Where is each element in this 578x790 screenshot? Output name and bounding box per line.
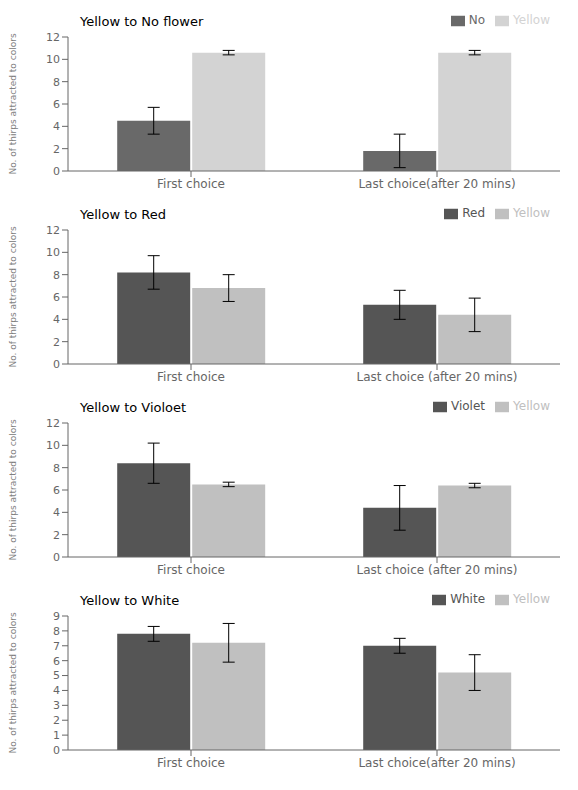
html-text:White: White — [450, 592, 485, 606]
html-text:Yellow to Red: Yellow to Red — [80, 207, 166, 222]
html-text:Yellow: Yellow — [513, 399, 550, 413]
svg-text:0: 0 — [53, 744, 60, 757]
svg-text:2: 2 — [53, 529, 60, 542]
svg-text:6: 6 — [53, 98, 60, 111]
svg-text:5: 5 — [53, 669, 60, 682]
svg-text:4: 4 — [53, 506, 60, 519]
svg-text:3: 3 — [53, 699, 60, 712]
svg-text:0: 0 — [53, 358, 60, 371]
svg-text:First choice: First choice — [157, 177, 225, 191]
html-text:Violet: Violet — [451, 399, 485, 413]
svg-text:8: 8 — [53, 462, 60, 475]
html-text:Yellow to Violoet: Yellow to Violoet — [80, 400, 187, 415]
svg-text:4: 4 — [53, 313, 60, 326]
svg-text:10: 10 — [46, 246, 60, 259]
svg-text:9: 9 — [53, 610, 60, 623]
svg-text:2: 2 — [53, 143, 60, 156]
svg-text:8: 8 — [53, 76, 60, 89]
svg-text:6: 6 — [53, 655, 60, 668]
svg-text:Last choice(after 20 mins): Last choice(after 20 mins) — [358, 756, 515, 770]
svg-text:No. of thirps attracted to col: No. of thirps attracted to colors — [8, 226, 18, 367]
svg-text:1: 1 — [53, 729, 60, 742]
svg-text:8: 8 — [53, 625, 60, 638]
html-text:Yellow: Yellow — [513, 206, 550, 220]
svg-text:4: 4 — [53, 684, 60, 697]
html-text:Red: Red — [462, 206, 485, 220]
svg-text:Last choice (after 20 mins): Last choice (after 20 mins) — [356, 563, 517, 577]
svg-text:12: 12 — [46, 417, 60, 430]
svg-text:4: 4 — [53, 120, 60, 133]
svg-text:No. of thirps attracted to col: No. of thirps attracted to colors — [8, 33, 18, 174]
svg-text:10: 10 — [46, 439, 60, 452]
svg-text:10: 10 — [46, 53, 60, 66]
svg-text:2: 2 — [53, 714, 60, 727]
html-text:No: No — [468, 13, 485, 27]
svg-text:Last choice(after 20 mins): Last choice(after 20 mins) — [358, 177, 515, 191]
svg-text:8: 8 — [53, 269, 60, 282]
svg-text:Last choice (after 20 mins): Last choice (after 20 mins) — [356, 370, 517, 384]
svg-text:12: 12 — [46, 31, 60, 44]
html-text:Yellow: Yellow — [513, 592, 550, 606]
html-text:Yellow: Yellow — [513, 13, 550, 27]
svg-text:6: 6 — [53, 484, 60, 497]
svg-text:7: 7 — [53, 640, 60, 653]
svg-text:First choice: First choice — [157, 756, 225, 770]
svg-text:12: 12 — [46, 224, 60, 237]
svg-text:No. of thirps attracted to col: No. of thirps attracted to colors — [8, 419, 18, 560]
svg-text:First choice: First choice — [157, 370, 225, 384]
svg-text:0: 0 — [53, 551, 60, 564]
svg-text:No. of thirps attracted to col: No. of thirps attracted to colors — [8, 612, 18, 753]
svg-text:0: 0 — [53, 165, 60, 178]
svg-text:First choice: First choice — [157, 563, 225, 577]
html-text:Yellow to White: Yellow to White — [80, 593, 180, 608]
svg-text:2: 2 — [53, 336, 60, 349]
svg-text:6: 6 — [53, 291, 60, 304]
html-text:Yellow to No flower: Yellow to No flower — [80, 14, 204, 29]
